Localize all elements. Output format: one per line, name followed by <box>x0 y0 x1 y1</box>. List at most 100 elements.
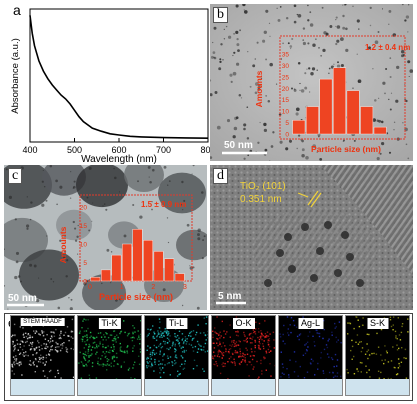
silver-nanoparticle <box>324 221 332 229</box>
eds-signal-pixel <box>65 348 68 351</box>
eds-signal-pixel <box>256 360 258 363</box>
eds-signal-pixel <box>317 362 319 365</box>
eds-signal-pixel <box>254 345 256 347</box>
nanoparticle-dot <box>243 157 246 160</box>
panel-b-tem-image: 0 5 10 15 20 25 30 35 1.2 ± 0.4 nm Amounts Part… <box>210 4 413 161</box>
eds-signal-pixel <box>87 361 89 363</box>
eds-signal-pixel <box>380 354 382 356</box>
eds-signal-pixel <box>347 322 349 324</box>
eds-map-s-k: S-K <box>345 315 410 396</box>
eds-signal-pixel <box>258 346 260 349</box>
nanoparticle-dot <box>405 99 408 103</box>
eds-signal-pixel <box>137 330 139 332</box>
eds-signal-pixel <box>317 332 320 335</box>
nanoparticle-dot <box>49 165 53 168</box>
eds-signal-pixel <box>310 363 312 365</box>
eds-signal-pixel <box>183 367 186 369</box>
eds-signal-pixel <box>357 319 359 321</box>
eds-signal-pixel <box>88 343 90 346</box>
eds-signal-pixel <box>353 373 356 375</box>
eds-signal-pixel <box>30 348 33 350</box>
nanoparticle-dot <box>307 19 310 22</box>
eds-signal-pixel <box>147 357 150 359</box>
eds-signal-pixel <box>221 351 223 354</box>
eds-signal-pixel <box>222 362 224 364</box>
nanoparticle-dot <box>152 168 155 172</box>
aggregate-particle <box>124 165 164 192</box>
eds-signal-pixel <box>405 357 407 360</box>
nanoparticle-dot <box>333 63 335 65</box>
eds-signal-pixel <box>99 343 101 345</box>
eds-signal-pixel <box>244 340 246 342</box>
eds-signal-pixel <box>234 350 237 352</box>
eds-signal-pixel <box>186 338 188 340</box>
eds-signal-pixel <box>132 331 134 334</box>
eds-signal-pixel <box>45 357 47 359</box>
map-label: Ti-K <box>98 318 121 329</box>
eds-signal-pixel <box>227 351 230 353</box>
eds-signal-pixel <box>38 342 40 344</box>
eds-signal-pixel <box>357 370 359 373</box>
eds-signal-pixel <box>251 351 253 353</box>
eds-signal-pixel <box>367 349 370 351</box>
eds-signal-pixel <box>326 353 329 355</box>
eds-signal-pixel <box>223 351 225 354</box>
eds-signal-pixel <box>397 358 400 360</box>
eds-signal-pixel <box>338 321 341 323</box>
eds-signal-pixel <box>171 345 174 347</box>
eds-signal-pixel <box>192 338 194 340</box>
eds-signal-pixel <box>116 334 118 336</box>
nanoparticle-dot <box>236 37 239 41</box>
nanoparticle-dot <box>345 48 349 53</box>
eds-signal-pixel <box>98 345 100 347</box>
eds-signal-pixel <box>358 325 361 328</box>
nanoparticle-dot <box>329 25 333 28</box>
eds-signal-pixel <box>400 331 403 334</box>
nanoparticle-dot <box>389 57 392 59</box>
eds-signal-pixel <box>178 337 180 339</box>
histogram-bar <box>319 78 333 135</box>
eds-signal-pixel <box>87 352 89 354</box>
eds-signal-pixel <box>57 350 59 352</box>
eds-signal-pixel <box>78 362 80 364</box>
eds-signal-pixel <box>203 346 205 348</box>
eds-signal-pixel <box>128 332 131 335</box>
eds-signal-pixel <box>262 345 265 347</box>
eds-signal-pixel <box>217 344 219 347</box>
eds-signal-pixel <box>174 333 176 335</box>
eds-signal-pixel <box>45 347 47 350</box>
eds-signal-pixel <box>95 377 98 379</box>
nanoparticle-dot <box>46 235 48 237</box>
eds-signal-pixel <box>351 358 353 360</box>
eds-signal-pixel <box>93 337 96 339</box>
nanoparticle-dot <box>336 64 341 68</box>
eds-signal-pixel <box>25 335 28 338</box>
eds-signal-pixel <box>281 372 284 374</box>
eds-signal-pixel <box>168 332 170 335</box>
eds-signal-pixel <box>166 329 168 332</box>
nanoparticle-dot <box>76 235 79 238</box>
eds-signal-pixel <box>340 341 342 344</box>
eds-signal-pixel <box>166 330 168 333</box>
nanoparticle-dot <box>20 280 22 283</box>
histogram-bar <box>90 277 101 282</box>
eds-signal-pixel <box>53 335 56 337</box>
eds-signal-pixel <box>322 337 324 340</box>
eds-signal-pixel <box>239 353 242 355</box>
eds-signal-pixel <box>347 372 349 374</box>
eds-signal-pixel <box>104 346 107 349</box>
eds-signal-pixel <box>30 325 33 328</box>
eds-signal-pixel <box>86 339 88 342</box>
eds-signal-pixel <box>159 363 162 365</box>
eds-signal-pixel <box>264 320 266 322</box>
nanoparticle-dot <box>4 248 5 250</box>
eds-signal-pixel <box>41 330 43 332</box>
nanoparticle-dot <box>114 176 117 180</box>
x-tick-label: 500 <box>67 145 82 155</box>
nanoparticle-dot <box>229 73 233 77</box>
eds-signal-pixel <box>164 364 166 366</box>
eds-signal-pixel <box>116 363 119 365</box>
eds-signal-pixel <box>113 338 115 340</box>
eds-signal-pixel <box>217 339 219 341</box>
nanoparticle-dot <box>335 25 337 27</box>
